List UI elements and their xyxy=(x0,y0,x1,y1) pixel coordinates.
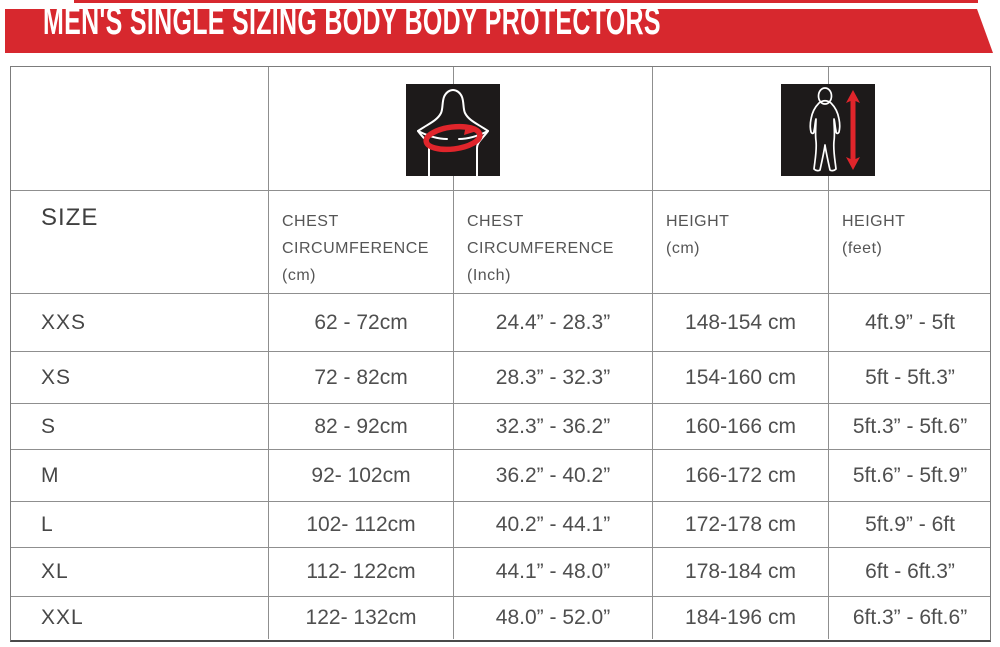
cell-chest-inch: 24.4” - 28.3” xyxy=(454,294,653,352)
cell-size: M xyxy=(11,450,269,502)
cell-height-cm: 154-160 cm xyxy=(653,352,829,404)
cell-chest-cm: 82 - 92cm xyxy=(269,404,454,450)
cell-height-feet: 5ft.6” - 5ft.9” xyxy=(829,450,990,502)
cell-height-cm: 148-154 cm xyxy=(653,294,829,352)
column-header-height-cm: HEIGHT (cm) xyxy=(653,191,829,294)
icon-row-cell xyxy=(829,67,990,191)
cell-size: XL xyxy=(11,548,269,597)
icon-row-cell xyxy=(11,67,269,191)
height-measure-icon xyxy=(781,84,875,176)
cell-size: XXL xyxy=(11,597,269,639)
cell-height-cm: 166-172 cm xyxy=(653,450,829,502)
cell-size: S xyxy=(11,404,269,450)
cell-height-feet: 4ft.9” - 5ft xyxy=(829,294,990,352)
cell-size: L xyxy=(11,502,269,548)
cell-size: XS xyxy=(11,352,269,404)
column-header-height-feet: HEIGHT (feet) xyxy=(829,191,990,294)
cell-chest-cm: 62 - 72cm xyxy=(269,294,454,352)
cell-height-cm: 178-184 cm xyxy=(653,548,829,597)
cell-chest-inch: 36.2” - 40.2” xyxy=(454,450,653,502)
column-header-size: SIZE xyxy=(11,191,269,294)
cell-chest-cm: 102- 112cm xyxy=(269,502,454,548)
cell-height-feet: 5ft.3” - 5ft.6” xyxy=(829,404,990,450)
cell-chest-cm: 92- 102cm xyxy=(269,450,454,502)
cell-chest-cm: 122- 132cm xyxy=(269,597,454,639)
cell-height-feet: 6ft.3” - 6ft.6” xyxy=(852,606,968,629)
icon-row-cell xyxy=(454,67,653,191)
cell-height-feet: 5ft.9” - 6ft xyxy=(829,502,990,548)
cell-chest-inch: 48.0” - 52.0” xyxy=(454,597,653,639)
cell-size: XXS xyxy=(11,294,269,352)
cell-chest-inch: 32.3” - 36.2” xyxy=(454,404,653,450)
cell-height-feet: 5ft - 5ft.3” xyxy=(829,352,990,404)
page-title: MEN'S SINGLE SIZING BODY BODY PROTECTORS xyxy=(43,0,661,43)
cell-chest-inch: 28.3” - 32.3” xyxy=(454,352,653,404)
cell-height-feet: 6ft - 6ft.3” xyxy=(829,548,990,597)
sizing-table: SIZE CHEST CIRCUMFERENCE (cm) CHEST CIRC… xyxy=(10,66,991,642)
chest-circumference-icon xyxy=(406,84,500,176)
cell-chest-cm: 72 - 82cm xyxy=(269,352,454,404)
cell-chest-inch: 40.2” - 44.1” xyxy=(454,502,653,548)
column-header-chest-cm: CHEST CIRCUMFERENCE (cm) xyxy=(269,191,454,294)
title-banner xyxy=(5,9,993,53)
cell-height-cm: 184-196 cm xyxy=(653,597,829,639)
cell-height-cm: 172-178 cm xyxy=(653,502,829,548)
column-header-chest-inch: CHEST CIRCUMFERENCE (Inch) xyxy=(454,191,653,294)
cell-chest-cm: 112- 122cm xyxy=(269,548,454,597)
cell-height-cm: 160-166 cm xyxy=(653,404,829,450)
cell-chest-inch: 44.1” - 48.0” xyxy=(454,548,653,597)
top-accent-strip xyxy=(74,0,978,3)
